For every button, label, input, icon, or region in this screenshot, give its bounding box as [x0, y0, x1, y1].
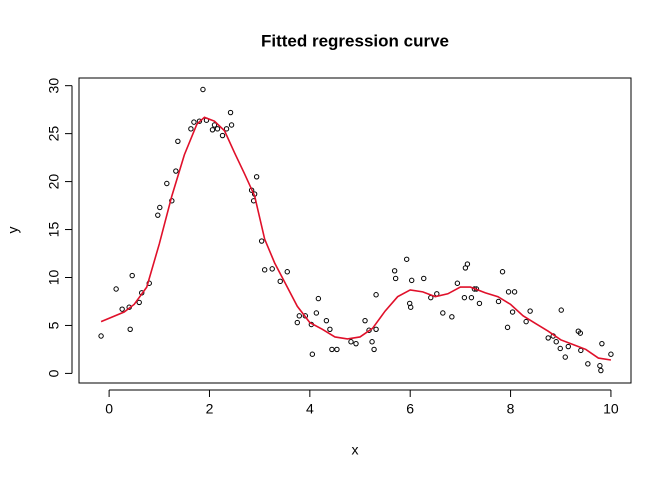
point	[98, 333, 104, 339]
point	[562, 354, 568, 360]
point	[157, 204, 163, 211]
point	[269, 266, 275, 272]
point	[598, 367, 604, 374]
point	[277, 278, 283, 285]
point	[302, 313, 309, 319]
point	[164, 180, 170, 187]
point	[209, 127, 216, 133]
x-tick-label: 6	[406, 401, 414, 417]
x-tick-label: 8	[507, 401, 515, 417]
point	[228, 122, 235, 128]
x-tick-label: 0	[105, 401, 113, 417]
point	[313, 310, 320, 316]
point	[527, 308, 533, 314]
y-tick-label: 20	[46, 174, 62, 190]
point	[327, 326, 333, 332]
point	[196, 118, 203, 124]
point	[284, 269, 290, 275]
point	[597, 363, 603, 369]
point	[599, 340, 605, 347]
point	[499, 269, 506, 275]
point	[369, 339, 375, 345]
point	[353, 340, 359, 347]
point	[408, 304, 414, 310]
point	[334, 346, 340, 353]
point	[391, 268, 398, 274]
point	[323, 317, 330, 324]
y-axis-label: y	[5, 227, 21, 234]
point	[608, 351, 614, 357]
point	[155, 212, 161, 218]
point	[523, 318, 529, 325]
point	[545, 335, 551, 341]
x-axis-label: x	[352, 442, 359, 458]
point	[173, 168, 179, 174]
point	[309, 351, 316, 357]
point	[175, 138, 181, 145]
point	[449, 314, 455, 320]
point	[565, 343, 571, 350]
point	[421, 275, 427, 282]
point	[223, 126, 230, 132]
plot-box	[78, 77, 632, 384]
y-tick-label: 25	[46, 126, 62, 142]
point	[409, 277, 415, 284]
point	[585, 361, 591, 367]
point	[371, 346, 377, 353]
point	[511, 289, 518, 295]
x-tick-label: 4	[306, 401, 314, 417]
point	[348, 339, 354, 345]
point	[557, 345, 563, 352]
point	[373, 326, 379, 332]
point	[253, 174, 260, 180]
point	[464, 261, 471, 267]
x-tick-label: 10	[603, 401, 619, 417]
y-tick-label: 5	[46, 321, 62, 329]
point	[315, 295, 322, 302]
y-tick-label: 0	[46, 369, 62, 377]
point	[261, 267, 268, 273]
point	[127, 326, 133, 332]
point	[505, 289, 512, 295]
y-tick-label: 15	[46, 222, 62, 238]
point	[366, 327, 372, 333]
point	[577, 330, 584, 336]
point	[113, 286, 119, 292]
point	[495, 298, 502, 305]
point	[294, 319, 300, 326]
point	[558, 307, 564, 313]
x-tick-label: 2	[206, 401, 214, 417]
point	[373, 292, 379, 298]
point	[468, 294, 475, 301]
y-tick-label: 10	[46, 269, 62, 285]
point	[188, 126, 194, 132]
point	[329, 346, 335, 353]
point	[392, 275, 399, 282]
y-tick-label: 30	[46, 78, 62, 94]
point	[553, 339, 559, 345]
point	[191, 119, 197, 125]
point	[504, 324, 511, 331]
point	[461, 294, 468, 301]
point	[454, 280, 461, 286]
point	[211, 122, 218, 128]
point	[227, 109, 234, 116]
point	[214, 126, 221, 132]
point	[509, 309, 516, 315]
point	[129, 272, 135, 279]
point	[258, 238, 265, 244]
point	[119, 306, 125, 312]
point	[219, 132, 226, 139]
point	[362, 317, 368, 324]
point	[136, 299, 142, 306]
chart-title: Fitted regression curve	[261, 31, 449, 50]
point	[440, 310, 446, 316]
point	[403, 256, 410, 262]
point	[200, 86, 206, 93]
fitted-line	[100, 116, 612, 361]
point	[296, 313, 302, 319]
point	[476, 300, 483, 307]
